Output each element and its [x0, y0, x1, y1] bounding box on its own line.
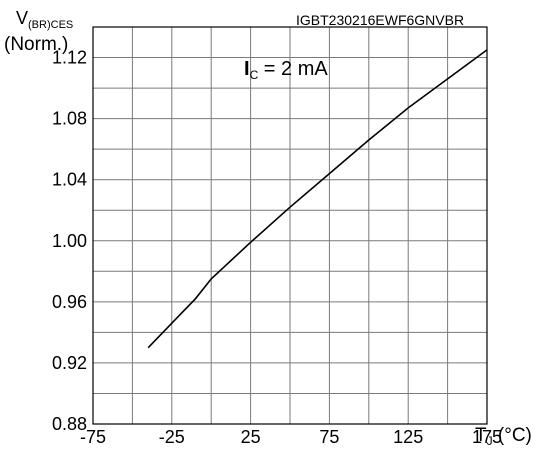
part-code: IGBT230216EWF6GNVBR [296, 12, 465, 28]
y-axis-label: V(BR)CES [16, 8, 73, 31]
y-axis-label-unit: (Norm.) [4, 34, 69, 55]
y-tick-label: 0.92 [52, 353, 87, 373]
plot-frame [92, 26, 488, 425]
x-tick-labels: -75 -25 25 75 125 175 [80, 427, 502, 447]
y-axis-label-main: V [16, 8, 29, 28]
y-axis-label-sub: (BR)CES [28, 19, 74, 31]
condition-annotation: IC = 2 mA [244, 58, 328, 82]
y-tick-label: 1.12 [52, 48, 87, 68]
x-axis-label-main: T [475, 425, 487, 446]
y-tick-label: 1.00 [52, 231, 87, 251]
x-axis-label-sub: J [486, 434, 493, 448]
y-tick-labels: 0.88 0.92 0.96 1.00 1.04 1.08 1.12 [52, 48, 87, 434]
x-tick-label: -25 [159, 427, 185, 447]
grid-lines [93, 27, 487, 424]
y-tick-label: 0.96 [52, 292, 87, 312]
annotation-sub: C [249, 68, 259, 82]
x-tick-label: 125 [393, 427, 423, 447]
x-tick-label: 25 [241, 427, 261, 447]
x-axis-label: TJ (°C) [475, 425, 532, 448]
x-tick-label: -75 [80, 427, 106, 447]
x-tick-label: 75 [319, 427, 339, 447]
y-tick-label: 0.88 [52, 414, 87, 434]
x-axis-label-rest: (°C) [492, 425, 532, 446]
y-tick-label: 1.08 [52, 109, 87, 129]
series-line [147, 49, 488, 349]
x-tick-label: 175 [472, 427, 502, 447]
annotation-main: I [244, 58, 250, 80]
annotation-rest: = 2 mA [258, 58, 328, 80]
y-tick-label: 1.04 [52, 170, 87, 190]
